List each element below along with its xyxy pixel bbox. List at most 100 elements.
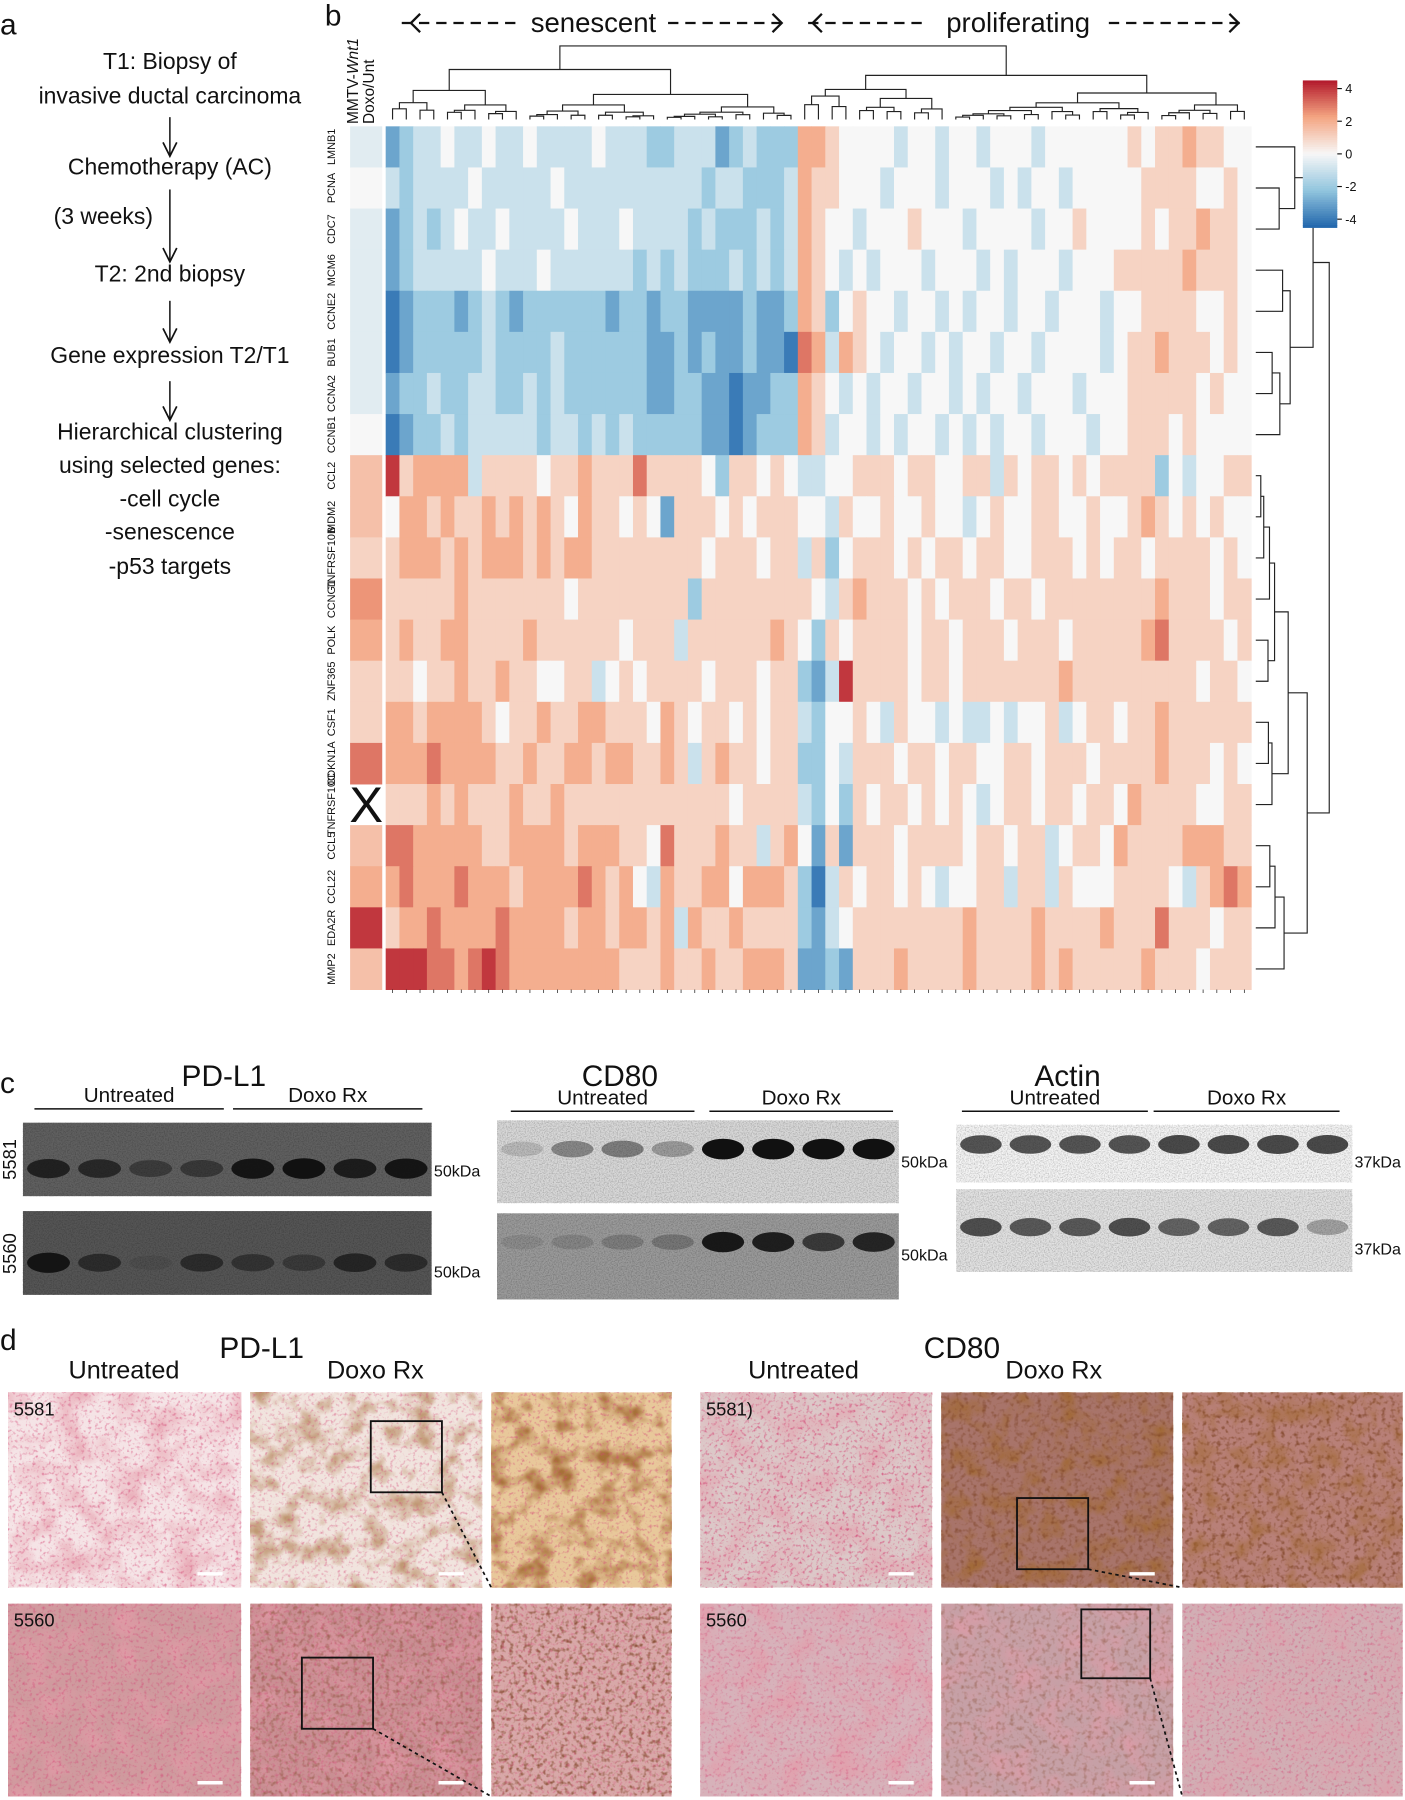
heatmap-cell [1072,866,1087,908]
heatmap-cell [591,742,606,785]
heatmap-cell [839,619,854,662]
heatmap-cell [1182,167,1197,210]
heatmap-cell [701,701,716,744]
heatmap-cell [385,866,400,908]
heatmap-cell [990,290,1005,333]
heatmap-cell [784,537,799,579]
heatmap-cell [742,126,758,168]
heatmap-cell [1209,825,1225,867]
heatmap-cell [921,660,936,703]
heatmap-cell [1113,742,1129,785]
heatmap-cell [550,619,565,662]
heatmap-cell [742,496,758,538]
blot-grain [22,1122,432,1197]
heatmap-cell [1072,455,1087,497]
heatmap-cell [1141,742,1156,785]
heatmap-cell [784,619,799,662]
heatmap-cell [523,742,538,785]
heatmap-cell [632,496,648,538]
heatmap-cell [1045,784,1060,826]
heatmap-cell [893,619,909,662]
row-label: CCL2 [326,462,338,490]
group-label: Doxo Rx [762,1086,842,1109]
heatmap-cell [1045,372,1060,415]
heatmap-cell [550,660,565,703]
heatmap-cell [1237,825,1252,867]
sample-label: 5581 [14,1398,55,1419]
heatmap-cell [468,742,483,785]
heatmap-cell [578,331,593,374]
heatmap-cell [468,948,483,990]
heatmap-cell [701,948,716,990]
heatmap-cell [1223,660,1238,703]
heatmap-cell [729,660,744,703]
heatmap-cell [1223,455,1238,497]
heatmap-cell [605,619,620,662]
heatmap-cell [399,537,414,579]
inset-connector [372,1728,492,1798]
heatmap-cell [385,496,400,538]
heatmap-cell [1045,126,1060,168]
heatmap-cell [1127,907,1142,949]
heatmap-cell [1113,290,1129,333]
heatmap-cell [509,455,524,497]
heatmap-cell [1209,290,1225,333]
heatmap-cell [632,701,648,744]
heatmap-cell [646,167,661,210]
heatmap-cell [646,455,661,497]
heatmap-cell [1209,866,1225,908]
heatmap-cell [440,660,455,703]
heatmap-cell [1182,866,1197,908]
heatmap-cell [962,907,977,949]
heatmap-cell [426,907,442,949]
heatmap-cell [523,784,538,826]
heatmap-cell [770,208,785,251]
heatmap-cell [687,701,703,744]
heatmap-cell [880,742,895,785]
heatmap-cell [605,290,620,333]
heatmap-cell [852,742,867,785]
heatmap-cell [701,290,716,333]
heatmap-cell [1031,290,1046,333]
heatmap-cell [701,167,716,210]
heatmap-cell [578,825,593,867]
heatmap-cell [948,619,964,662]
heatmap-cell [811,825,826,867]
heatmap-cell [550,290,565,333]
heatmap-cell [632,208,648,251]
heatmap-cell [687,496,703,538]
heatmap-cell [880,167,895,210]
sample-label: 5560 [14,1610,55,1631]
heatmap-cell [1003,496,1019,538]
heatmap-cell [729,414,744,456]
heatmap-cell [742,167,758,210]
reference-cell [350,249,383,292]
heatmap-cell [1209,455,1225,497]
heatmap-cell [729,537,744,579]
heatmap-cell [715,948,730,990]
colorbar-slice [1302,103,1338,107]
heatmap-cell [1086,660,1101,703]
heatmap-cell [1045,701,1060,744]
colorbar-slice [1302,195,1338,199]
colorbar-tick-label: -2 [1345,180,1356,194]
heatmap-cell [674,825,689,867]
heatmap-cell [536,742,552,785]
heatmap-cell [1223,825,1238,867]
heatmap-cell [385,742,400,785]
heatmap-cell [701,784,716,826]
heatmap-cell [426,414,442,456]
heatmap-cell [715,866,730,908]
sample-label: 5560 [706,1610,747,1631]
heatmap-cell [729,249,744,292]
heatmap-cell [399,784,414,826]
heatmap-cell [687,866,703,908]
heatmap-cell [1168,866,1183,908]
heatmap-cell [1209,331,1225,374]
heatmap-cell [440,701,455,744]
dendrogram-branch [1092,110,1108,120]
heatmap-cell [990,578,1005,621]
heatmap-cell [440,249,455,292]
colorbar-slice [1302,218,1338,222]
heatmap-cell [811,331,826,374]
